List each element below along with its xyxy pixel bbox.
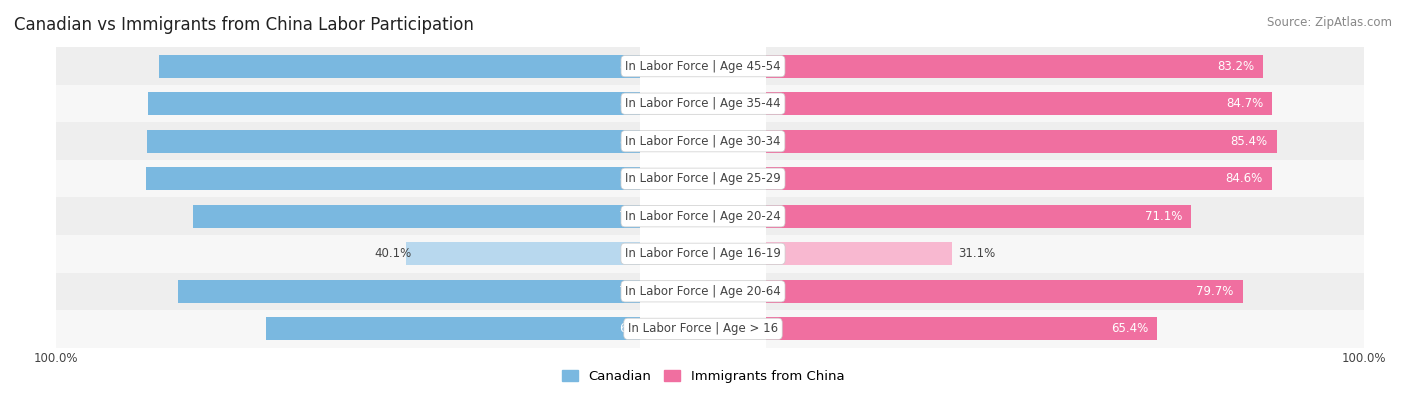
Text: 79.7%: 79.7% — [1197, 285, 1233, 298]
Text: 65.4%: 65.4% — [1111, 322, 1149, 335]
Bar — [766, 205, 1191, 228]
Bar — [56, 198, 640, 235]
Bar — [56, 85, 640, 122]
Bar — [766, 273, 1364, 310]
Text: 84.7%: 84.7% — [619, 172, 657, 185]
Text: In Labor Force | Age 20-64: In Labor Force | Age 20-64 — [626, 285, 780, 298]
Text: In Labor Force | Age 25-29: In Labor Force | Age 25-29 — [626, 172, 780, 185]
Text: In Labor Force | Age 16-19: In Labor Force | Age 16-19 — [626, 247, 780, 260]
Text: 79.1%: 79.1% — [619, 285, 657, 298]
Bar — [766, 122, 1364, 160]
Text: In Labor Force | Age 20-24: In Labor Force | Age 20-24 — [626, 210, 780, 223]
Bar — [145, 167, 640, 190]
Text: 71.1%: 71.1% — [1144, 210, 1182, 223]
Bar — [56, 235, 640, 273]
Bar — [266, 317, 640, 340]
Bar — [766, 92, 1272, 115]
Bar — [766, 160, 1364, 198]
Bar — [766, 280, 1243, 303]
Text: In Labor Force | Age 30-34: In Labor Force | Age 30-34 — [626, 135, 780, 148]
Bar — [766, 55, 1264, 78]
Text: 85.4%: 85.4% — [1230, 135, 1268, 148]
Text: 64.1%: 64.1% — [619, 322, 657, 335]
Text: 82.4%: 82.4% — [619, 60, 657, 73]
Text: 84.7%: 84.7% — [1226, 97, 1264, 110]
Bar — [149, 92, 640, 115]
Text: 84.2%: 84.2% — [619, 97, 657, 110]
Legend: Canadian, Immigrants from China: Canadian, Immigrants from China — [557, 365, 849, 388]
Bar — [148, 130, 640, 153]
Text: 83.2%: 83.2% — [1218, 60, 1254, 73]
Bar — [766, 310, 1364, 348]
Bar — [56, 47, 640, 85]
Text: 84.4%: 84.4% — [619, 135, 657, 148]
Text: 76.6%: 76.6% — [619, 210, 657, 223]
Bar — [56, 273, 640, 310]
Bar — [179, 280, 640, 303]
Bar — [56, 310, 640, 348]
Bar — [193, 205, 640, 228]
Bar — [766, 47, 1364, 85]
Text: Source: ZipAtlas.com: Source: ZipAtlas.com — [1267, 16, 1392, 29]
Bar — [766, 85, 1364, 122]
Bar — [159, 55, 640, 78]
Bar — [56, 122, 640, 160]
Bar — [766, 235, 1364, 273]
Bar — [56, 160, 640, 198]
Text: 40.1%: 40.1% — [374, 247, 412, 260]
Bar — [766, 317, 1157, 340]
Bar — [766, 167, 1272, 190]
Text: In Labor Force | Age > 16: In Labor Force | Age > 16 — [628, 322, 778, 335]
Bar — [406, 242, 640, 265]
Text: In Labor Force | Age 45-54: In Labor Force | Age 45-54 — [626, 60, 780, 73]
Text: 31.1%: 31.1% — [957, 247, 995, 260]
Text: In Labor Force | Age 35-44: In Labor Force | Age 35-44 — [626, 97, 780, 110]
Text: Canadian vs Immigrants from China Labor Participation: Canadian vs Immigrants from China Labor … — [14, 16, 474, 34]
Bar — [766, 130, 1277, 153]
Bar — [766, 198, 1364, 235]
Text: 84.6%: 84.6% — [1226, 172, 1263, 185]
Bar — [766, 242, 952, 265]
